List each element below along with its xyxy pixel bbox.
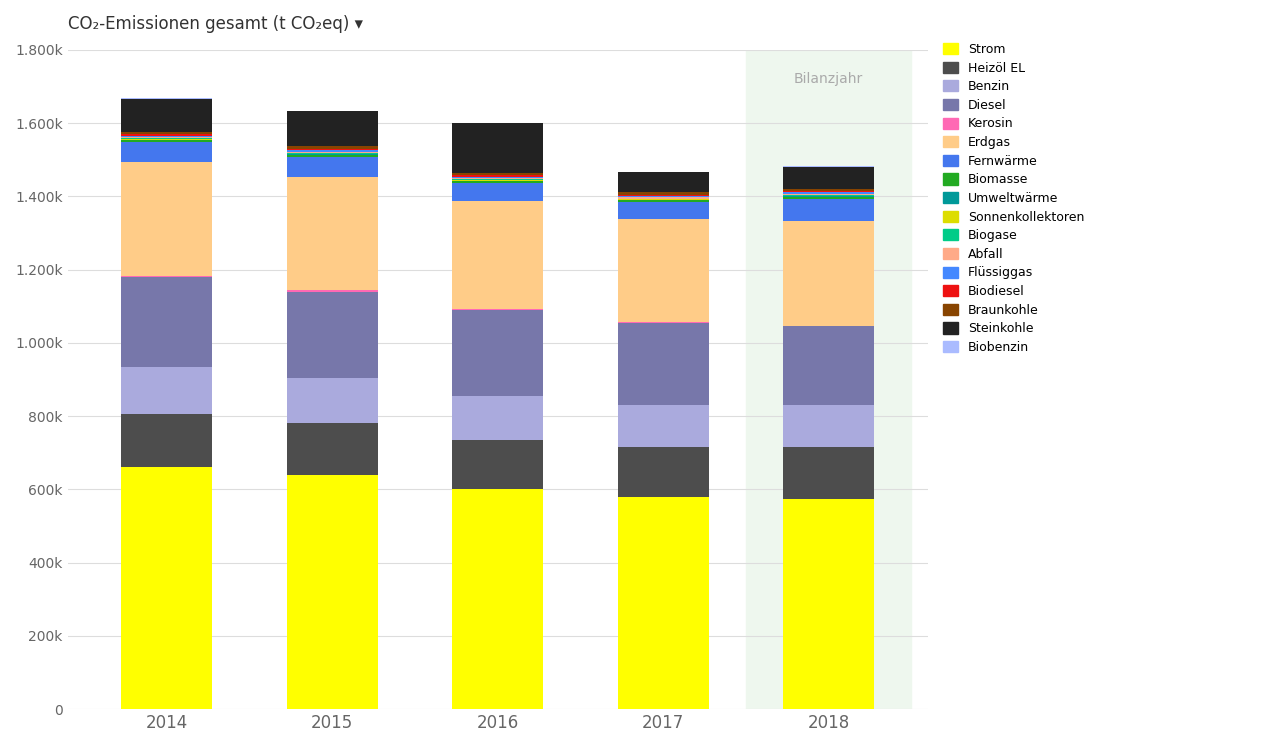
Bar	[287, 475, 378, 709]
Bar	[782, 199, 874, 221]
Bar	[452, 310, 543, 396]
Bar	[452, 201, 543, 309]
Bar	[618, 220, 709, 322]
Bar	[121, 468, 212, 709]
Bar	[746, 50, 911, 709]
Bar	[121, 134, 212, 135]
Text: Bilanzjahr: Bilanzjahr	[794, 72, 864, 86]
Bar	[618, 200, 709, 202]
Bar	[121, 277, 212, 367]
Bar	[452, 396, 543, 440]
Bar	[121, 140, 212, 142]
Bar	[287, 146, 378, 149]
Bar	[782, 191, 874, 192]
Bar	[782, 167, 874, 189]
Bar	[782, 447, 874, 498]
Bar	[287, 157, 378, 177]
Bar	[618, 323, 709, 405]
Bar	[121, 415, 212, 468]
Bar	[452, 183, 543, 201]
Bar	[782, 221, 874, 326]
Bar	[452, 123, 543, 173]
Bar	[782, 192, 874, 194]
Bar	[782, 197, 874, 199]
Bar	[287, 111, 378, 146]
Bar	[121, 99, 212, 131]
Bar	[287, 424, 378, 475]
Bar	[782, 194, 874, 195]
Bar	[782, 189, 874, 191]
Bar	[121, 142, 212, 162]
Bar	[618, 405, 709, 447]
Bar	[782, 498, 874, 709]
Bar	[287, 378, 378, 424]
Bar	[452, 173, 543, 176]
Bar	[121, 135, 212, 137]
Bar	[121, 276, 212, 277]
Bar	[121, 131, 212, 134]
Text: CO₂-Emissionen gesamt (t CO₂eq) ▾: CO₂-Emissionen gesamt (t CO₂eq) ▾	[68, 15, 363, 33]
Bar	[287, 149, 378, 150]
Bar	[618, 202, 709, 220]
Bar	[618, 447, 709, 497]
Bar	[618, 497, 709, 709]
Legend: Strom, Heizöl EL, Benzin, Diesel, Kerosin, Erdgas, Fernwärme, Biomasse, Umweltwä: Strom, Heizöl EL, Benzin, Diesel, Kerosi…	[942, 43, 1084, 354]
Bar	[287, 177, 378, 291]
Bar	[121, 162, 212, 276]
Bar	[287, 152, 378, 153]
Bar	[618, 196, 709, 197]
Bar	[452, 182, 543, 183]
Bar	[452, 440, 543, 489]
Bar	[452, 176, 543, 179]
Bar	[121, 137, 212, 138]
Bar	[618, 192, 709, 195]
Bar	[287, 155, 378, 157]
Bar	[287, 291, 378, 378]
Bar	[782, 405, 874, 447]
Bar	[782, 326, 874, 405]
Bar	[452, 489, 543, 709]
Bar	[618, 172, 709, 192]
Bar	[121, 367, 212, 415]
Bar	[287, 150, 378, 152]
Bar	[618, 197, 709, 199]
